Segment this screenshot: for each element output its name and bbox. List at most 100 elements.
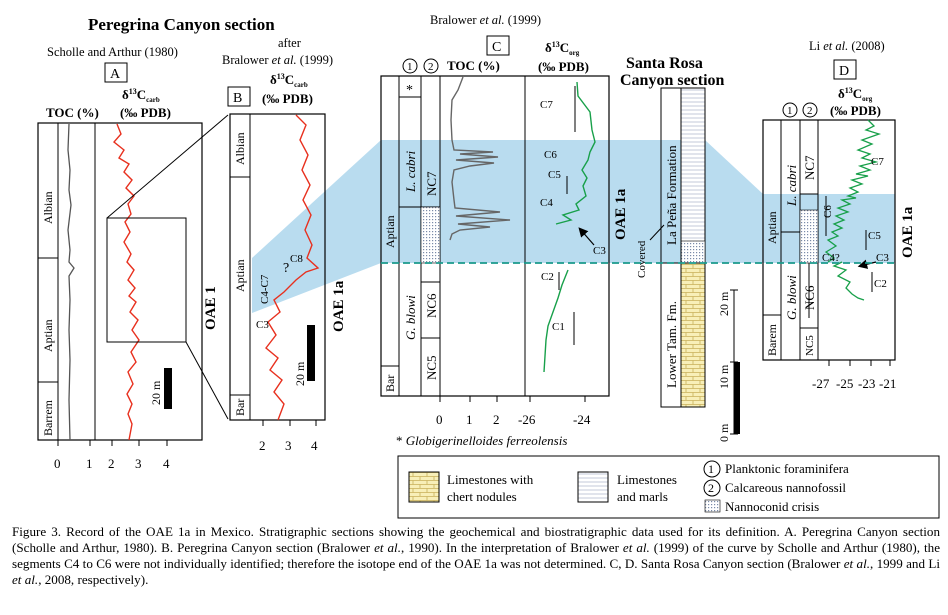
panel-d-letter-box — [833, 59, 857, 80]
panel-d-d13c-header: δ13Corg — [838, 86, 873, 103]
panel-a-source: Scholle and Arthur (1980) — [47, 45, 178, 59]
panel-c-seg-c3: C3 — [593, 245, 606, 257]
panel-c-zone-lcabri: L. cabri — [403, 150, 418, 193]
panel-b: after Bralower et al. (1999) B δ13Ccarb … — [222, 36, 347, 453]
legend-swatch-limestone — [408, 471, 440, 503]
oae-band-b-c — [252, 140, 381, 313]
panel-d-nannoconid-crisis — [799, 209, 819, 264]
panel-a-scale-bar — [164, 368, 172, 409]
panel-d-d13c-upper — [824, 119, 882, 263]
panel-a-toc-tick-0: 0 — [54, 456, 61, 471]
panel-d-letter: D — [839, 64, 849, 79]
panel-d-seg-c7: C7 — [871, 156, 884, 168]
santa-rosa-covered: Covered — [636, 240, 648, 278]
panel-a-frame — [37, 122, 203, 441]
panel-c-zone-nc7: NC7 — [424, 171, 439, 196]
panel-d-stage-aptian: Aptian — [765, 211, 779, 244]
column-limestone — [680, 262, 706, 408]
santa-rosa-column: Santa Rosa Canyon section La Peña Format… — [620, 55, 740, 442]
panel-b-scale-label: 20 m — [293, 361, 307, 386]
panel-c-seg-c5: C5 — [548, 169, 561, 181]
panel-d-zone-nc5: NC5 — [804, 335, 816, 356]
panel-a-letter: A — [110, 67, 121, 82]
panel-b-scale-bar — [307, 325, 315, 381]
oae-band-c-sr — [609, 140, 661, 263]
panel-d-zone-lcabri: L. cabri — [784, 164, 799, 207]
panel-d: Li et al. (2008) D 1 2 δ13Corg (‰ PDB) A… — [762, 39, 916, 391]
panel-c-seg-c2: C2 — [541, 271, 554, 283]
santa-rosa-scale-20: 20 m — [717, 291, 731, 316]
panel-d-source: Li et al. (2008) — [809, 39, 885, 53]
panel-d-tick-21: -21 — [879, 376, 896, 391]
panel-c-d13c-tick-26: -26 — [518, 412, 536, 427]
panel-c-oae-label: OAE 1a — [613, 188, 629, 240]
panel-d-seg-c5: C5 — [868, 230, 881, 242]
panel-c-source: Bralower et al. (1999) — [430, 13, 541, 27]
panel-a-d13c-units: (‰ PDB) — [120, 105, 171, 120]
panel-a-toc-curve — [67, 123, 75, 441]
figure: Peregrina Canyon section Scholle and Art… — [37, 13, 940, 519]
panel-b-seg-c3: C3 — [256, 319, 269, 331]
panel-d-d13c-lower — [832, 261, 865, 301]
oae-band-d — [763, 194, 895, 263]
panel-d-zone-nc6: NC6 — [802, 285, 817, 310]
legend-nannofossil: Calcareous nannofossil — [725, 480, 846, 495]
panel-a-d13c-header: δ13Ccarb — [122, 87, 160, 104]
legend: Limestones with chert nodules Limestones… — [397, 455, 940, 519]
panel-a-stage-albian: Albian — [41, 191, 55, 224]
panel-d-d13c-units: (‰ PDB) — [830, 103, 881, 118]
panel-b-stage-albian: Albian — [233, 132, 247, 165]
panel-d-seg-c6: C6 — [822, 205, 834, 218]
panel-a-stage-barrem: Barrem — [41, 399, 55, 436]
panel-b-stage-bar: Bar — [233, 399, 247, 416]
panel-c-col-2: 2 — [428, 61, 434, 73]
panel-a-stage-aptian: Aptian — [41, 319, 55, 352]
legend-limestone-chert-2: chert nodules — [447, 489, 517, 504]
panel-c-zone-nc6: NC6 — [424, 293, 439, 318]
panel-c-seg-c1: C1 — [552, 321, 565, 333]
legend-nannoconid: Nannoconid crisis — [725, 499, 819, 514]
panel-c-asterisk: * — [406, 83, 413, 98]
legend-limestone-marls-1: Limestones — [617, 472, 677, 487]
panel-c-toc-header: TOC (%) — [447, 58, 500, 73]
panel-c-toc-tick-0: 0 — [436, 412, 443, 427]
panel-b-after-2: Bralower et al. (1999) — [222, 53, 333, 67]
panel-a-oae-label: OAE 1 — [203, 286, 219, 330]
panel-d-tick-27: -27 — [812, 376, 830, 391]
panel-b-tick-3: 3 — [285, 438, 292, 453]
legend-limestone-marls-2: and marls — [617, 489, 668, 504]
panel-d-oae-label: OAE 1a — [900, 206, 916, 258]
panel-c-letter: C — [492, 40, 501, 55]
panel-b-after-1: after — [278, 36, 302, 50]
panel-c: Bralower et al. (1999) C 1 2 TOC (%) δ13… — [380, 13, 629, 448]
panel-d-col-1: 1 — [787, 105, 793, 117]
panel-d-zone-gblowi: G. blowi — [784, 275, 799, 320]
legend-box — [397, 455, 940, 519]
santa-rosa-scale-fill — [734, 362, 740, 434]
panel-a-highlight-box — [106, 217, 187, 343]
legend-planktonic: Planktonic foraminifera — [725, 461, 849, 476]
legend-limestone-chert-1: Limestones with — [447, 472, 534, 487]
panel-c-stage-bar: Bar — [383, 375, 397, 392]
panel-c-seg-c6: C6 — [544, 149, 557, 161]
panel-b-tick-2: 2 — [259, 438, 266, 453]
panel-a-d13c-curve — [112, 123, 140, 441]
legend-swatch-nannoconid — [704, 499, 721, 513]
oae-band-c — [381, 140, 609, 263]
santa-rosa-scale-0: 0 m — [717, 423, 731, 442]
panel-a: Peregrina Canyon section Scholle and Art… — [37, 15, 275, 471]
panel-c-letter-box — [486, 35, 510, 56]
santa-rosa-scale-10: 10 m — [717, 364, 731, 389]
panel-a-title: Peregrina Canyon section — [88, 15, 275, 34]
panel-c-seg-c7: C7 — [540, 99, 553, 111]
panel-d-tick-25: -25 — [836, 376, 853, 391]
panel-d-stage-barem: Barem — [765, 323, 779, 356]
panel-b-seg-q: ? — [283, 261, 289, 276]
panel-d-tick-23: -23 — [858, 376, 875, 391]
panel-d-seg-c4q: C4? — [822, 252, 840, 264]
legend-circle-2: 2 — [708, 481, 714, 495]
panel-d-col-2: 2 — [807, 105, 813, 117]
panel-a-letter-box — [104, 62, 128, 83]
column-nannoconid — [680, 240, 706, 264]
panel-d-zone-nc7: NC7 — [802, 155, 817, 180]
